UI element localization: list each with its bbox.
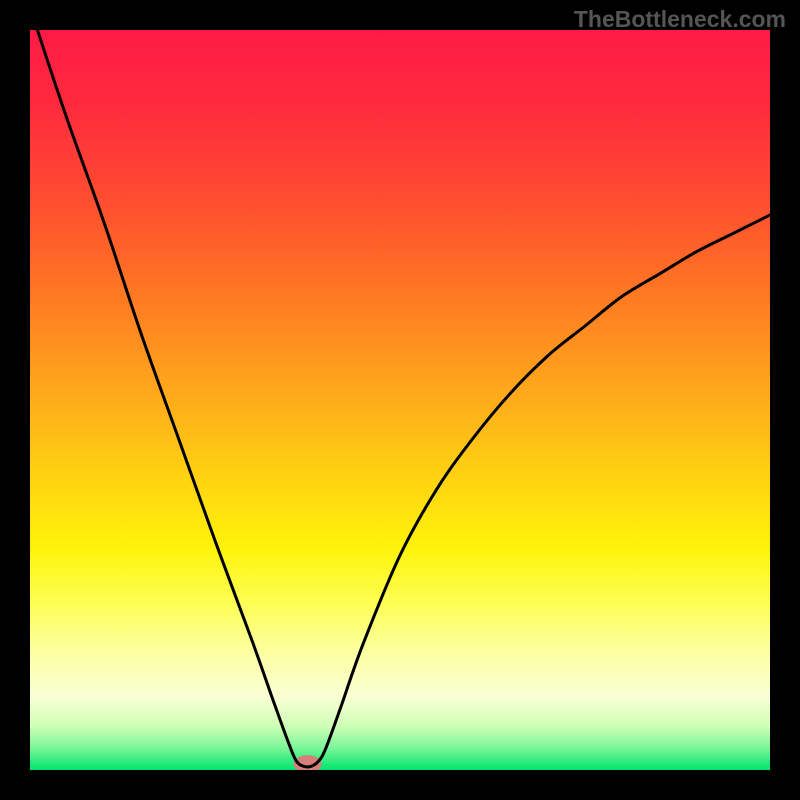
watermark-text: TheBottleneck.com: [574, 6, 786, 33]
bottleneck-chart: [0, 0, 800, 800]
chart-container: TheBottleneck.com: [0, 0, 800, 800]
